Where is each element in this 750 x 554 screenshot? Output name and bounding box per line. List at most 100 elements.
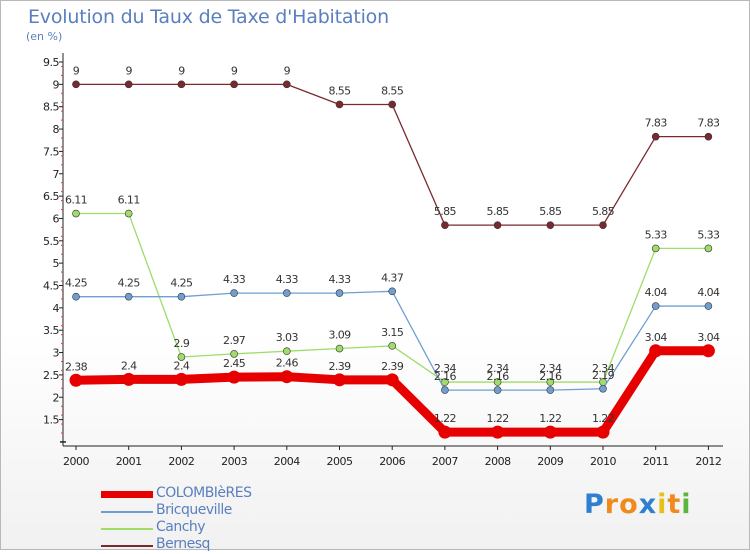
data-point [438,425,452,439]
data-label: 4.04 [697,286,720,299]
data-label: 9 [178,64,185,77]
y-tick-label: 6.5 [43,190,59,203]
data-point [72,292,80,301]
legend-item-bricqueville: Bricqueville [101,502,361,520]
data-label: 5.33 [697,228,720,241]
data-point [546,221,555,229]
x-tick-label: 2005 [327,455,353,468]
data-label: 5.85 [539,205,562,218]
legend-swatch-bricqueville [101,511,153,513]
y-tick-label: 5.5 [43,235,59,248]
data-point [69,373,83,387]
data-point [701,344,715,358]
data-label: 4.25 [65,277,88,290]
data-label: 6.11 [118,194,140,207]
legend-label: COLOMBIèRES [156,485,252,501]
data-label: 2.34 [592,362,615,375]
data-label: 2.34 [434,362,457,375]
y-tick-label: 6 [53,212,60,225]
data-label: 7.83 [697,117,720,130]
data-label: 2.4 [121,359,137,372]
data-label: 9 [125,64,132,77]
data-label: 9 [284,64,291,77]
x-tick-label: 2010 [590,455,616,468]
data-label: 5.33 [645,228,668,241]
x-tick-label: 2008 [485,455,511,468]
x-tick-label: 2012 [695,455,721,468]
legend-item-bernesq: Bernesq [101,536,361,554]
legend-item-canchy: Canchy [101,519,361,537]
y-tick-label: 8.5 [43,101,59,114]
data-label: 2.16 [487,370,510,383]
x-tick-label: 2002 [168,455,194,468]
data-point [124,209,133,218]
series-line [76,212,709,383]
data-label: 8.55 [381,84,404,97]
data-label: 4.37 [381,271,404,284]
data-label: 4.04 [645,286,668,299]
data-label: 5.85 [434,205,457,218]
data-label: 8.55 [328,84,351,97]
data-point [546,386,555,394]
data-point [335,289,344,297]
data-label: 9 [231,64,238,77]
y-tick-label: 4.5 [43,280,59,293]
data-point [649,344,663,358]
data-label: 2.39 [328,360,351,373]
data-label: 2.16 [539,370,562,383]
data-point [491,425,505,439]
data-point [335,100,344,109]
data-point [441,221,449,229]
data-point [177,353,186,361]
y-tick-label: 3 [53,347,60,360]
data-label: 5.85 [592,205,615,218]
data-point [704,132,713,141]
data-label: 3.03 [276,331,299,344]
data-point [72,80,80,89]
legend-swatch-canchy [101,528,153,530]
logo-letter: x [638,489,658,520]
data-point [280,370,294,384]
y-tick-label: 7.5 [43,145,59,158]
data-point [599,384,607,393]
data-label: 3.04 [697,331,720,344]
data-point [227,370,241,384]
legend-item-colombieres: COLOMBIèRES [101,485,361,503]
data-label: 1.22 [487,412,509,425]
logo-letter: r [604,489,620,520]
y-tick-label: 4 [53,302,60,315]
x-tick-label: 2009 [537,455,563,468]
data-point [230,80,238,89]
x-tick-label: 2001 [116,455,142,468]
logo-letter: o [619,489,639,520]
logo-letter: i [657,489,668,520]
data-label: 5.85 [487,205,510,218]
data-label: 2.19 [592,369,615,382]
data-label: 4.33 [328,273,351,286]
data-label: 2.16 [434,370,457,383]
logo-letter: i [681,489,692,520]
data-point [333,373,346,387]
data-point [651,244,660,253]
data-label: 7.83 [645,117,668,130]
y-tick-label: 2 [53,391,60,404]
data-point [441,386,449,394]
data-point [493,386,502,394]
data-label: 2.9 [174,337,190,350]
data-label: 2.97 [223,334,246,347]
data-label: 4.25 [118,277,141,290]
x-tick-label: 2004 [274,455,300,468]
data-point [704,244,713,253]
legend-swatch-bernesq [101,545,153,547]
data-label: 3.15 [381,326,404,339]
data-point [651,132,660,141]
proxiti-logo: Proxiti [584,489,692,520]
data-point [596,425,610,439]
data-label: 2.46 [276,357,299,370]
legend: COLOMBIèRES Bricqueville Canchy Bernesq [101,485,361,554]
y-tick-label: 3.5 [43,324,59,337]
data-label: 9 [73,64,80,77]
data-label: 4.33 [223,273,246,286]
data-point [335,344,344,353]
